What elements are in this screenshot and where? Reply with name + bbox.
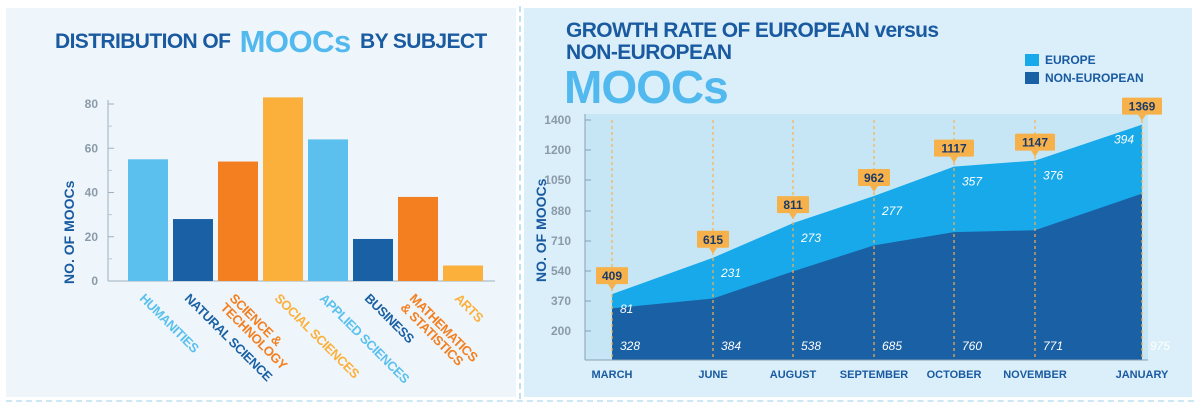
total-callout-box xyxy=(697,230,729,248)
bar-y-tick-label: 0 xyxy=(91,274,98,288)
total-callout-box xyxy=(934,139,974,157)
bar-y-tick-label: 40 xyxy=(85,186,99,200)
area-y-axis-label: NO. OF MOOCs xyxy=(533,178,549,282)
bar-y-tick-label: 80 xyxy=(85,97,99,111)
area-x-tick-label: JANUARY xyxy=(1116,369,1169,381)
growth-chart-title-line2: NON-EUROPEAN xyxy=(566,41,732,64)
area-non-european-value-label: 771 xyxy=(1043,339,1063,353)
bar xyxy=(308,139,348,281)
area-y-tick-label: 370 xyxy=(551,294,571,308)
bottom-divider xyxy=(6,400,1194,402)
legend-non-european-swatch xyxy=(1025,72,1039,84)
distribution-chart-title: DISTRIBUTION OF MOOCs BY SUBJECT xyxy=(55,20,487,59)
total-callout-pointer xyxy=(1138,114,1146,121)
bar-category-label: ARTS xyxy=(452,291,487,326)
total-callout-label: 1369 xyxy=(1129,100,1156,114)
area-x-tick-label: AUGUST xyxy=(770,369,817,381)
total-callout-pointer xyxy=(789,213,797,220)
bar xyxy=(173,219,213,281)
growth-chart-title-moocs: MOOCs xyxy=(564,61,729,113)
total-callout-box xyxy=(777,196,809,214)
total-callout-box xyxy=(1122,97,1162,115)
bar-category-label-group: ARTS xyxy=(452,291,487,326)
bar-y-axis-label: NO. OF MOOCs xyxy=(61,180,77,284)
total-callout-label: 1147 xyxy=(1022,136,1048,150)
total-callout-pointer xyxy=(950,156,958,163)
area-non-european-value-label: 328 xyxy=(620,339,640,353)
area-europe-value-label: 81 xyxy=(620,302,633,316)
area-europe-value-label: 231 xyxy=(720,266,741,280)
area-x-tick-label: SEPTEMBER xyxy=(840,369,909,381)
total-callout-label: 409 xyxy=(602,269,622,283)
area-x-tick-label: NOVEMBER xyxy=(1003,369,1067,381)
area-x-tick-label: JUNE xyxy=(698,369,727,381)
growth-chart-title-line1: GROWTH RATE OF EUROPEAN versus xyxy=(566,19,939,42)
area-y-tick-label: 540 xyxy=(551,264,571,278)
bar xyxy=(218,161,258,281)
bar xyxy=(128,159,168,281)
total-callout-box xyxy=(858,169,890,187)
panel-divider xyxy=(519,6,521,399)
legend-europe-swatch xyxy=(1025,54,1039,66)
total-callout-box xyxy=(1015,133,1055,151)
total-callout-label: 811 xyxy=(783,198,803,212)
bar xyxy=(443,265,483,281)
total-callout-label: 1117 xyxy=(941,142,967,156)
bar-y-tick-label: 60 xyxy=(85,141,99,155)
total-callout-pointer xyxy=(870,186,878,193)
total-callout-label: 962 xyxy=(864,171,884,185)
area-non-european-value-label: 384 xyxy=(721,339,741,353)
bar xyxy=(353,238,393,281)
legend-non-european-label: NON-EUROPEAN xyxy=(1045,71,1144,85)
area-y-tick-label: 200 xyxy=(551,324,571,338)
title-left-post: BY SUBJECT xyxy=(360,30,487,53)
total-callout-pointer xyxy=(709,247,717,254)
area-y-tick-label: 1400 xyxy=(544,113,571,127)
title-left-pre: DISTRIBUTION OF xyxy=(55,30,231,53)
area-europe-value-label: 357 xyxy=(962,175,983,189)
area-non-european-value-label: 538 xyxy=(801,339,821,353)
area-y-tick-label: 1200 xyxy=(544,143,571,157)
bar xyxy=(263,97,303,281)
total-callout-box xyxy=(596,267,628,285)
legend-europe-label: EUROPE xyxy=(1045,53,1096,67)
area-x-tick-label: OCTOBER xyxy=(927,369,982,381)
total-callout-pointer xyxy=(608,284,616,291)
bar-y-tick-label: 20 xyxy=(85,230,99,244)
area-y-tick-label: 880 xyxy=(551,204,571,218)
area-y-tick-label: 710 xyxy=(551,234,571,248)
area-x-tick-label: MARCH xyxy=(592,369,633,381)
area-non-european-value-label: 685 xyxy=(882,339,902,353)
area-europe-value-label: 394 xyxy=(1114,133,1134,147)
bar-category-label: SOCIAL SCIENCES xyxy=(272,291,363,382)
bar xyxy=(398,196,438,281)
area-y-tick-label: 1050 xyxy=(544,173,571,187)
total-callout-pointer xyxy=(1031,150,1039,157)
bar-category-label-group: SOCIAL SCIENCES xyxy=(272,291,363,382)
area-europe-value-label: 273 xyxy=(800,231,821,245)
area-europe-value-label: 277 xyxy=(881,204,903,218)
title-left-moocs: MOOCs xyxy=(239,24,352,59)
area-non-european-value-label: 760 xyxy=(962,339,982,353)
area-non-european-value-label: 975 xyxy=(1150,339,1170,353)
area-europe-value-label: 376 xyxy=(1043,169,1063,183)
total-callout-label: 615 xyxy=(703,233,723,247)
area-non-european xyxy=(612,193,1142,360)
